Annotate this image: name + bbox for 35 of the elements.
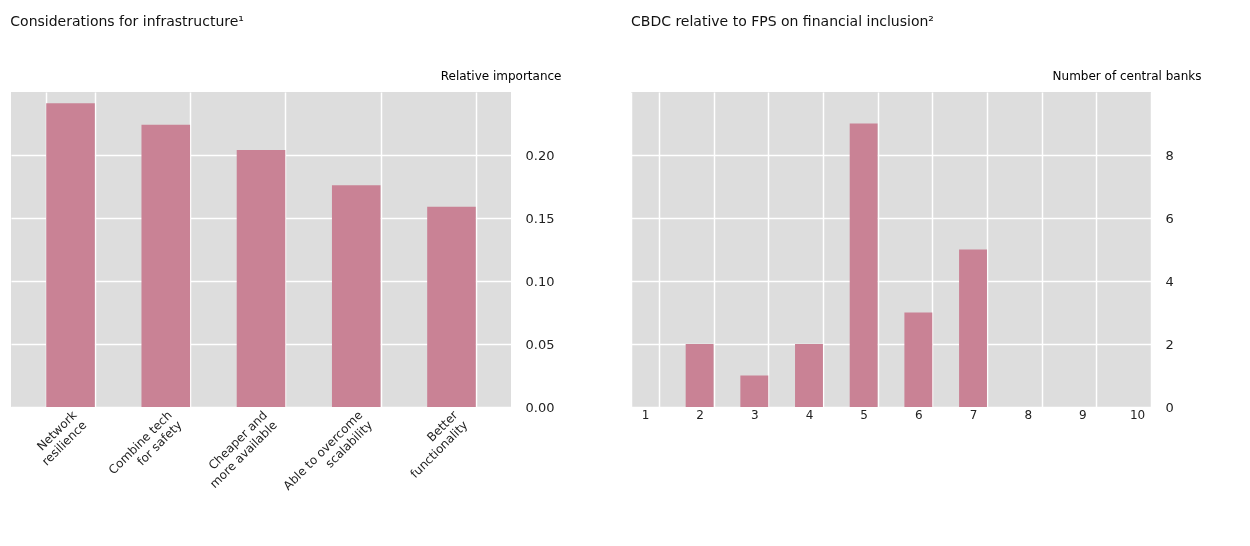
x-tick-label: 8 — [1024, 407, 1033, 422]
bar — [959, 249, 987, 407]
y-tick-label: 2 — [1165, 336, 1174, 352]
y-tick-label: 0.00 — [525, 399, 555, 415]
bar — [331, 185, 381, 407]
y-axis-title: Number of central banks — [1052, 68, 1202, 83]
x-tick-label: 6 — [915, 407, 923, 422]
x-tick-label: 10 — [1129, 407, 1146, 422]
y-tick-label: 0 — [1165, 399, 1174, 415]
bar — [795, 344, 823, 407]
y-axis-title: Relative importance — [440, 68, 562, 83]
y-tick-label: 0.15 — [525, 210, 555, 226]
bar — [849, 123, 878, 407]
bar — [427, 206, 476, 407]
y-tick-label: 0.05 — [525, 336, 555, 352]
x-tick-label: 3 — [750, 407, 759, 422]
x-tick-label: 1 — [641, 407, 650, 422]
y-tick-label: 4 — [1165, 273, 1174, 289]
y-tick-label: 0.10 — [525, 273, 555, 289]
bar — [141, 124, 191, 407]
x-tick-label: 7 — [969, 407, 978, 422]
y-tick-label: 8 — [1165, 147, 1174, 163]
y-tick-label: 6 — [1165, 210, 1174, 226]
bar — [685, 344, 714, 407]
y-tick-label: 0.20 — [525, 147, 555, 163]
bar — [46, 103, 95, 407]
bar — [740, 375, 769, 407]
chart-title: Considerations for infrastructure¹ — [10, 13, 244, 29]
x-tick-label: 9 — [1079, 407, 1087, 422]
chart-title: CBDC relative to FPS on financial inclusion² — [631, 13, 934, 29]
bar — [904, 312, 933, 407]
bar — [236, 149, 286, 407]
x-tick-label: 2 — [696, 407, 704, 422]
x-tick-label: 5 — [860, 407, 868, 422]
x-tick-label: 4 — [805, 407, 814, 422]
